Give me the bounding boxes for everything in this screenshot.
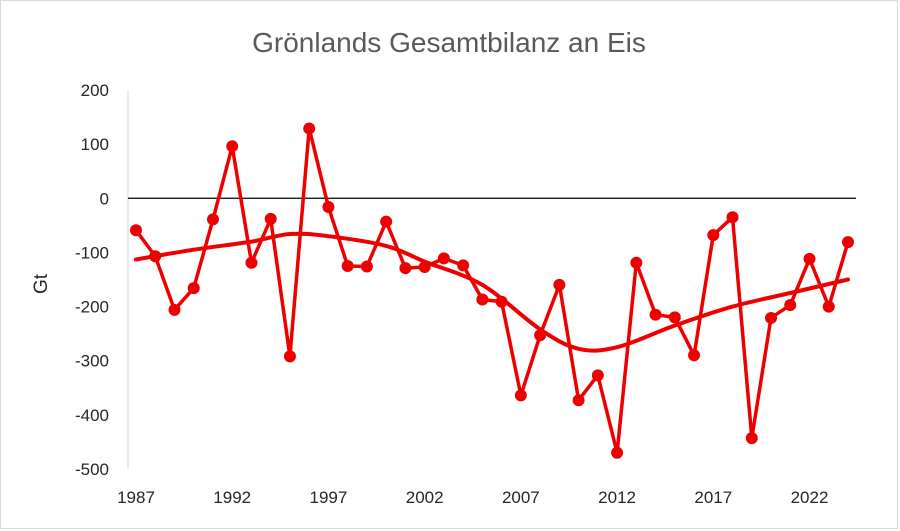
data-point (822, 300, 835, 313)
x-tick-label: 2017 (694, 488, 732, 507)
data-point (264, 212, 277, 225)
data-point (803, 252, 816, 265)
data-point (457, 259, 470, 272)
y-tick-label: -300 (75, 352, 109, 371)
x-tick-label: 1987 (117, 488, 155, 507)
data-point (341, 259, 354, 272)
trend-line (134, 231, 850, 353)
data-point (303, 122, 316, 135)
data-point (611, 446, 624, 459)
y-tick-labels: 200 100 0 -100 -200 -300 -400 -500 (75, 81, 109, 479)
x-tick-labels: 1987 1992 1997 2002 2007 2012 2017 2022 (117, 488, 828, 507)
data-point (168, 303, 181, 316)
data-point (765, 311, 778, 324)
data-point (380, 215, 393, 228)
y-tick-label: -400 (75, 406, 109, 425)
trend-series (134, 231, 850, 353)
y-tick-label: 100 (81, 135, 109, 154)
data-point (572, 394, 585, 407)
data-point (360, 260, 373, 273)
data-point (842, 236, 854, 249)
chart-title: Grönlands Gesamtbilanz an Eis (252, 27, 646, 58)
y-tick-label: 200 (81, 81, 109, 100)
y-axis-label: Gt (31, 273, 52, 294)
data-point (322, 200, 335, 213)
data-point (726, 211, 739, 224)
data-point (437, 252, 450, 265)
x-tick-label: 1997 (310, 488, 348, 507)
data-point (514, 389, 527, 402)
data-point (495, 295, 508, 308)
data-point (149, 250, 162, 263)
data-point (534, 329, 547, 342)
x-tick-label: 2007 (502, 488, 540, 507)
x-tick-label: 2022 (791, 488, 829, 507)
data-point (226, 140, 239, 153)
data-point (784, 298, 797, 311)
data-point (707, 229, 720, 242)
data-point (187, 282, 200, 295)
data-point (630, 256, 643, 269)
x-tick-label: 1992 (213, 488, 251, 507)
data-point (206, 213, 219, 226)
data-point (591, 369, 604, 382)
data-point (745, 432, 758, 445)
data-point (418, 261, 431, 274)
data-point (553, 278, 566, 291)
x-tick-label: 2012 (598, 488, 636, 507)
data-point (130, 224, 142, 237)
data-point (649, 308, 662, 321)
data-point (399, 262, 412, 275)
y-tick-label: -200 (75, 298, 109, 317)
data-point (283, 350, 296, 363)
data-point (668, 311, 681, 324)
x-tick-label: 2002 (406, 488, 444, 507)
data-point (245, 256, 258, 269)
data-point (476, 293, 489, 306)
y-tick-label: -100 (75, 243, 109, 262)
y-tick-label: -500 (75, 460, 109, 479)
y-tick-label: 0 (100, 189, 109, 208)
data-point (688, 349, 701, 362)
data-series (130, 122, 854, 459)
